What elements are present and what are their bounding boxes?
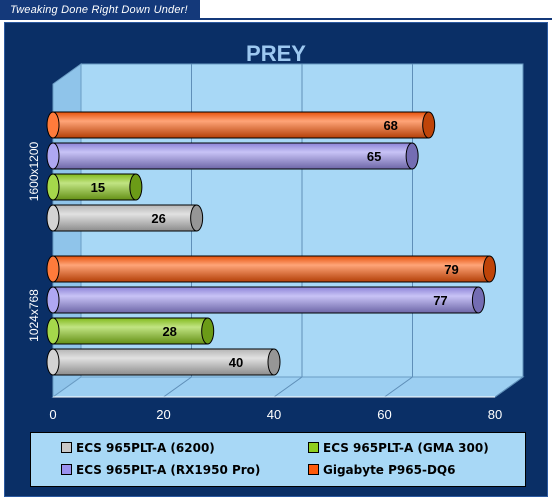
data-label: 79	[444, 262, 458, 277]
legend-swatch	[308, 464, 319, 475]
header-rule	[0, 18, 552, 20]
bar-cap	[405, 142, 419, 170]
bar-cap	[201, 317, 215, 345]
bar-base-cap	[46, 142, 60, 170]
bar-base-cap	[46, 286, 60, 314]
bar-cap	[482, 255, 496, 283]
legend-item-gigabyte: Gigabyte P965-DQ6	[308, 463, 455, 477]
data-label: 40	[229, 355, 243, 370]
category-label: 1024x768	[27, 289, 41, 342]
bar-1024x768-series-2	[52, 286, 479, 314]
bar-base-cap	[46, 173, 60, 201]
bar-cap	[190, 204, 204, 232]
legend-swatch	[61, 442, 72, 453]
bar-base-cap	[46, 317, 60, 345]
x-tick-label: 20	[156, 407, 170, 422]
site-tagline: Tweaking Done Right Down Under!	[0, 0, 200, 20]
data-label: 77	[433, 293, 447, 308]
chart-legend: ECS 965PLT-A (6200) ECS 965PLT-A (GMA 30…	[30, 432, 526, 487]
bar-1024x768-series-0	[52, 348, 275, 376]
bar-1024x768-series-3	[52, 255, 490, 283]
gridline-floor	[163, 376, 192, 398]
legend-item-ecs-rx1950: ECS 965PLT-A (RX1950 Pro)	[61, 463, 260, 477]
legend-label: Gigabyte P965-DQ6	[323, 463, 456, 477]
x-tick-label: 0	[49, 407, 56, 422]
data-label: 15	[91, 180, 105, 195]
bar-1600x1200-series-2	[52, 142, 413, 170]
bar-base-cap	[46, 255, 60, 283]
data-label: 65	[367, 149, 381, 164]
bar-base-cap	[46, 204, 60, 232]
bar-base-cap	[46, 348, 60, 376]
gridline-floor	[273, 376, 303, 398]
x-tick-label: 60	[377, 407, 391, 422]
x-tick-label: 40	[267, 407, 281, 422]
legend-label: ECS 965PLT-A (6200)	[76, 441, 215, 455]
category-label: 1600x1200	[27, 141, 41, 201]
x-tick-label: 80	[488, 407, 502, 422]
legend-swatch	[308, 442, 319, 453]
bar-1600x1200-series-0	[52, 204, 198, 232]
legend-label: ECS 965PLT-A (GMA 300)	[323, 441, 489, 455]
legend-swatch	[61, 464, 72, 475]
bar-1024x768-series-1	[52, 317, 209, 345]
data-label: 68	[383, 118, 397, 133]
legend-label: ECS 965PLT-A (RX1950 Pro)	[76, 463, 261, 477]
bar-cap	[471, 286, 485, 314]
bar-1600x1200-series-3	[52, 111, 430, 139]
data-label: 26	[151, 211, 165, 226]
legend-item-ecs-6200: ECS 965PLT-A (6200)	[61, 441, 215, 455]
legend-item-ecs-gma300: ECS 965PLT-A (GMA 300)	[308, 441, 489, 455]
gridline-floor	[384, 376, 413, 398]
gridline-floor	[494, 376, 524, 398]
bar-base-cap	[46, 111, 60, 139]
data-label: 28	[162, 324, 176, 339]
bar-1600x1200-series-1	[52, 173, 137, 201]
bar-cap	[129, 173, 143, 201]
bar-cap	[422, 111, 436, 139]
bar-cap	[267, 348, 281, 376]
chart-title: PREY	[246, 41, 306, 66]
